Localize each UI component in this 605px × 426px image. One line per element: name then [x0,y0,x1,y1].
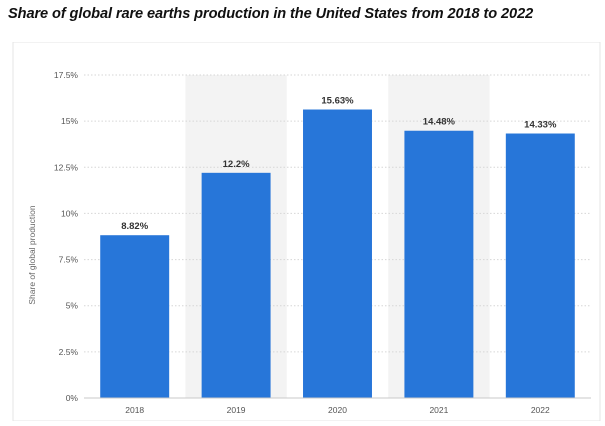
y-tick-label: 0% [66,393,79,403]
x-tick-label-2019: 2019 [227,405,246,415]
chart-frame: 0% 2.5% 5% 7.5% 10% 12.5% 15% 17.5% 8.82% 12.2% 1… [0,41,605,422]
bar-chart: 0% 2.5% 5% 7.5% 10% 12.5% 15% 17.5% 8.82% 12.2% 1… [12,41,601,422]
y-tick-label: 5% [66,301,79,311]
data-label-2020: 15.63% [321,96,354,107]
data-label-2019: 12.2% [223,159,250,170]
y-tick-label: 15% [61,116,78,126]
x-tick-label-2022: 2022 [531,405,550,415]
data-labels: 8.82% 12.2% 15.63% 14.48% 14.33% [121,96,557,233]
y-tick-label: 7.5% [59,255,79,265]
chart-title: Share of global rare earths production i… [8,6,534,22]
x-tick-label-2021: 2021 [429,405,448,415]
data-label-2018: 8.82% [121,221,148,232]
y-axis-ticks: 0% 2.5% 5% 7.5% 10% 12.5% 15% 17.5% [54,70,79,403]
y-tick-label: 12.5% [54,162,79,172]
y-tick-label: 17.5% [54,70,79,80]
bar-2019 [201,172,271,398]
data-label-2022: 14.33% [524,120,557,131]
bar-2020 [303,109,372,398]
bar-2018 [100,235,170,398]
x-tick-label-2018: 2018 [125,405,144,415]
bar-2022 [505,133,575,398]
y-tick-label: 2.5% [59,347,79,357]
bar-2021 [404,130,474,398]
x-tick-label-2020: 2020 [328,405,347,415]
bars [100,109,575,398]
y-tick-label: 10% [61,208,78,218]
y-axis-title: Share of global production [27,205,37,305]
x-axis-ticks: 2018 2019 2020 2021 2022 [125,405,550,415]
data-label-2021: 14.48% [423,117,456,128]
